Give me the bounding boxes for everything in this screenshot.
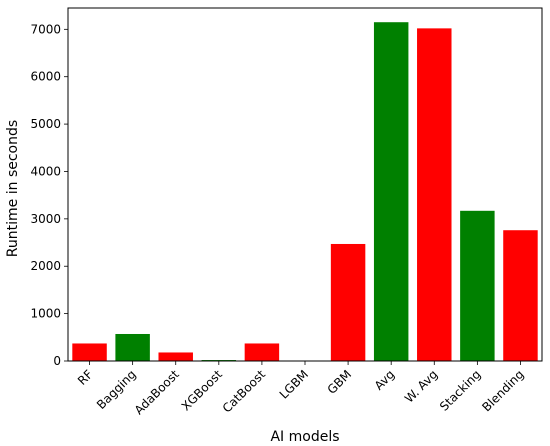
bar-adaboost [158, 352, 193, 361]
y-tick-label: 1000 [30, 307, 61, 321]
y-tick-label: 6000 [30, 70, 61, 84]
x-tick-label: Bagging [94, 367, 139, 412]
x-tick-label: GBM [325, 367, 355, 397]
x-tick-label: RF [75, 367, 96, 388]
bar-catboost [244, 343, 280, 361]
bars-group [72, 22, 538, 362]
y-tick-label: 0 [53, 354, 61, 368]
x-tick-label: W. Avg [402, 367, 440, 405]
x-tick-label: AdaBoost [132, 367, 182, 417]
bar-avg [373, 22, 409, 362]
y-ticks-group: 0 1000 2000 3000 4000 5000 6000 7000 [30, 22, 68, 368]
y-axis-label: Runtime in seconds [5, 120, 21, 257]
x-tick-label: Avg [372, 367, 398, 393]
y-tick-label: 4000 [30, 164, 61, 178]
bar-stacking [460, 210, 495, 361]
bar-w-avg [417, 28, 452, 362]
x-axis-label: AI models [270, 429, 339, 445]
bar-gbm [330, 243, 366, 361]
x-tick-label: Blending [479, 367, 526, 414]
bar-bagging [115, 333, 150, 361]
y-tick-label: 5000 [30, 117, 61, 131]
bar-rf [72, 343, 107, 361]
bar-blending [503, 230, 538, 361]
x-tick-label: Stacking [437, 367, 484, 414]
plot-frame [67, 7, 543, 362]
y-tick-label: 2000 [30, 259, 61, 273]
y-tick-label: 7000 [30, 22, 61, 36]
y-tick-label: 3000 [30, 212, 61, 226]
x-tick-label: CatBoost [220, 367, 269, 416]
x-tick-label: LGBM [277, 367, 311, 401]
x-tick-label: XGBoost [179, 367, 225, 413]
